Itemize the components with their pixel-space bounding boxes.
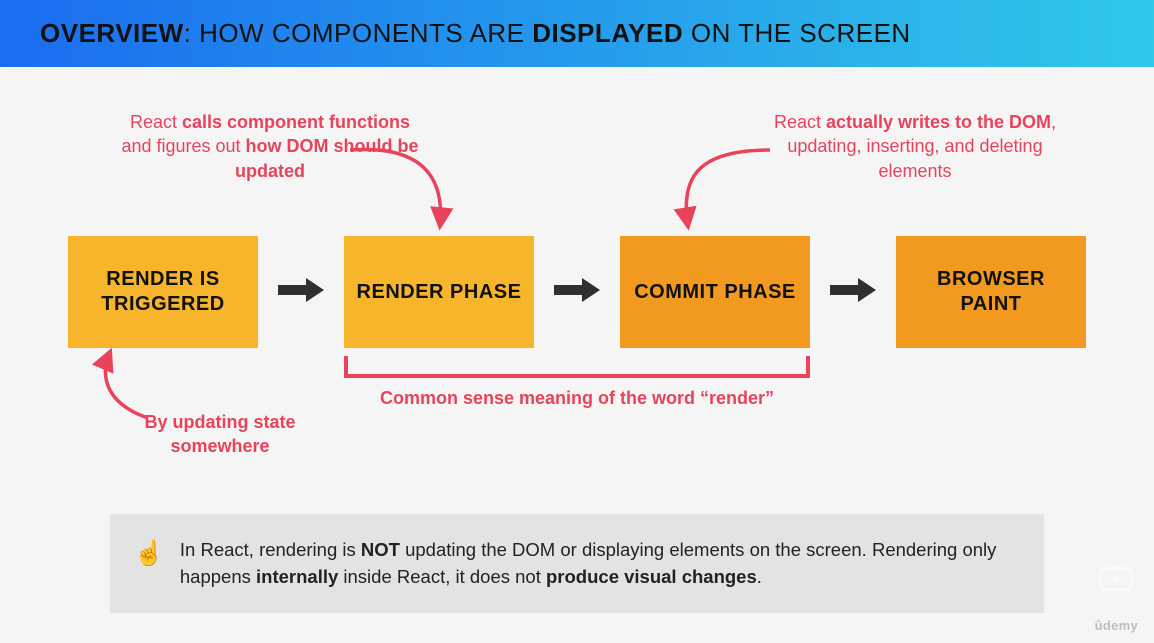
annotation-render-phase: React calls component functions and figu… xyxy=(120,110,420,183)
header-mid1: HOW COMPONENTS ARE xyxy=(199,18,532,48)
point-up-icon: ☝️ xyxy=(134,536,164,592)
box-render-triggered: RENDER IS TRIGGERED xyxy=(68,236,258,348)
box-browser-paint: BROWSER PAINT xyxy=(896,236,1086,348)
annotation-trigger: By updating state somewhere xyxy=(130,410,310,459)
slide-header: OVERVIEW: HOW COMPONENTS ARE DISPLAYED O… xyxy=(0,0,1154,67)
arrow-icon xyxy=(828,276,878,309)
box-commit-phase: COMMIT PHASE xyxy=(620,236,810,348)
bracket-render-meaning xyxy=(344,356,810,378)
note-box: ☝️ In React, rendering is NOT updating t… xyxy=(110,514,1044,614)
bracket-label: Common sense meaning of the word “render… xyxy=(344,386,810,410)
arrow-icon xyxy=(276,276,326,309)
header-bold-mid: DISPLAYED xyxy=(532,18,683,48)
header-bold-prefix: OVERVIEW xyxy=(40,18,184,48)
header-sep: : xyxy=(184,18,199,48)
header-mid2: ON THE SCREEN xyxy=(683,18,911,48)
annotation-commit-phase: React actually writes to the DOM, updati… xyxy=(760,110,1070,183)
arrow-icon xyxy=(552,276,602,309)
flow-row: RENDER IS TRIGGERED RENDER PHASE COMMIT … xyxy=(0,236,1154,348)
udemy-watermark: ûdemy xyxy=(1095,618,1138,633)
note-text: In React, rendering is NOT updating the … xyxy=(180,536,1014,592)
play-icon xyxy=(1096,562,1136,599)
box-render-phase: RENDER PHASE xyxy=(344,236,534,348)
